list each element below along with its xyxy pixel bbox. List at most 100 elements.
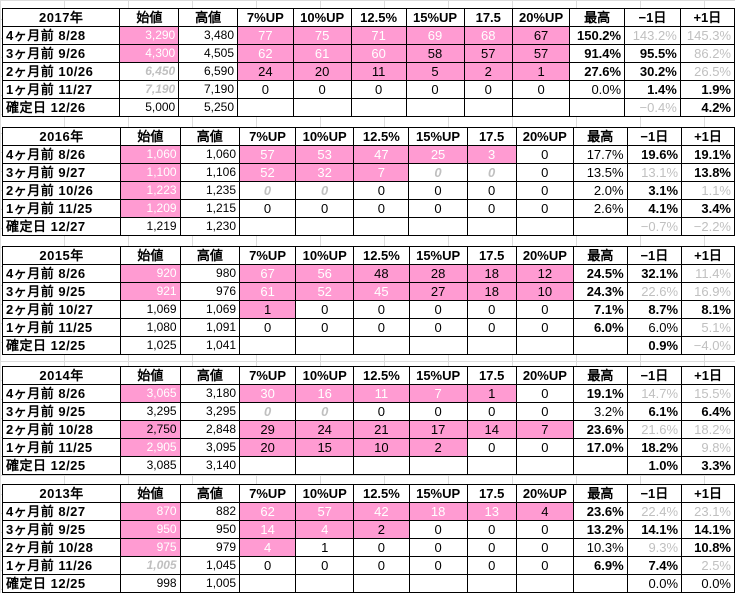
cell-high[interactable]: 976 [179,282,241,301]
cell-max[interactable]: 6.0% [573,318,628,337]
cell-minus1[interactable]: 30.2% [624,62,681,81]
cell-15up[interactable]: 0 [408,520,468,539]
cell-minus1[interactable]: −0.4% [624,98,681,117]
cell-10up[interactable]: 20 [292,62,352,81]
cell-plus1[interactable]: 23.1% [681,502,735,521]
cell-7up[interactable]: 0 [239,181,297,200]
header-15up[interactable]: 15%UP [408,484,468,503]
cell-open[interactable]: 1,069 [120,300,181,319]
header-12-5[interactable]: 12.5% [353,484,410,503]
cell-7up[interactable]: 67 [239,264,297,283]
cell-17-5[interactable]: 0 [466,163,517,182]
row-label[interactable]: 2ヶ月前 10/26 [1,62,121,81]
cell-15up[interactable]: 27 [408,282,468,301]
header-15up[interactable]: 15%UP [408,127,468,146]
cell-12-5[interactable]: 71 [350,26,407,45]
header-12-5[interactable]: 12.5% [353,366,410,385]
cell-minus1[interactable]: 32.1% [626,264,683,283]
header-20up[interactable]: 20%UP [515,127,574,146]
cell-20up[interactable]: 1 [511,62,571,81]
cell-17-5[interactable] [466,217,517,236]
cell-high[interactable]: 3,180 [179,384,241,403]
year-label[interactable]: 2014年 [1,366,122,385]
header-max[interactable]: 最高 [573,246,628,265]
cell-plus1[interactable]: −4.0% [681,336,735,355]
cell-15up[interactable] [408,456,468,475]
row-label[interactable]: 1ヶ月前 11/27 [1,80,121,99]
cell-7up[interactable]: 62 [237,44,294,63]
header-20up[interactable]: 20%UP [515,484,575,503]
cell-12-5[interactable]: 48 [353,264,410,283]
cell-plus1[interactable]: 86.2% [679,44,735,63]
cell-open[interactable]: 1,080 [120,318,181,337]
header-high[interactable]: 高値 [179,127,241,146]
header-10up[interactable]: 10%UP [295,246,355,265]
cell-7up[interactable]: 24 [237,62,294,81]
cell-17-5[interactable]: 57 [463,44,513,63]
cell-high[interactable]: 1,091 [179,318,241,337]
header-15up[interactable]: 15%UP [405,8,465,27]
cell-minus1[interactable]: 18.2% [626,438,683,457]
cell-max[interactable] [573,336,628,355]
cell-15up[interactable]: 0 [408,402,468,421]
cell-max[interactable]: 23.6% [573,420,628,439]
header-17-5[interactable]: 17.5 [466,484,517,503]
cell-high[interactable]: 1,069 [179,300,241,319]
header-7up[interactable]: 7%UP [237,8,294,27]
row-label[interactable]: 2ヶ月前 10/27 [1,300,122,319]
cell-7up[interactable] [239,336,297,355]
cell-20up[interactable]: 0 [515,318,575,337]
cell-high[interactable]: 3,480 [178,26,239,45]
header-minus1[interactable]: −1日 [626,246,683,265]
header-minus1[interactable]: −1日 [624,8,681,27]
cell-high[interactable]: 1,005 [179,574,241,593]
header-plus1[interactable]: +1日 [681,484,735,503]
header-10up[interactable]: 10%UP [295,484,355,503]
year-label[interactable]: 2013年 [1,484,122,503]
cell-high[interactable]: 2,848 [179,420,241,439]
cell-minus1[interactable]: 8.7% [626,300,683,319]
cell-plus1[interactable]: 5.1% [681,318,735,337]
row-label[interactable]: 3ヶ月前 9/26 [1,44,121,63]
cell-plus1[interactable]: 15.5% [681,384,735,403]
cell-10up[interactable]: 16 [295,384,355,403]
cell-20up[interactable] [515,336,575,355]
cell-max[interactable] [573,456,628,475]
cell-minus1[interactable]: 4.1% [626,199,683,218]
cell-12-5[interactable]: 11 [350,62,407,81]
row-label[interactable]: 確定日 12/25 [1,456,122,475]
header-high[interactable]: 高値 [179,246,241,265]
cell-open[interactable]: 3,290 [119,26,180,45]
cell-minus1[interactable]: 7.4% [626,556,683,575]
cell-high[interactable]: 7,190 [178,80,239,99]
cell-17-5[interactable] [466,456,517,475]
cell-plus1[interactable]: 6.4% [681,402,735,421]
cell-open[interactable]: 1,209 [120,199,181,218]
cell-plus1[interactable]: 10.8% [681,538,735,557]
cell-plus1[interactable]: 145.3% [679,26,735,45]
cell-12-5[interactable]: 11 [353,384,410,403]
row-label[interactable]: 確定日 12/25 [1,336,122,355]
cell-15up[interactable]: 2 [408,438,468,457]
cell-7up[interactable]: 29 [239,420,297,439]
cell-20up[interactable]: 67 [511,26,571,45]
cell-open[interactable]: 4,300 [119,44,180,63]
cell-15up[interactable] [405,98,465,117]
cell-10up[interactable]: 52 [295,282,355,301]
header-high[interactable]: 高値 [179,484,241,503]
header-12-5[interactable]: 12.5% [353,246,410,265]
cell-open[interactable]: 6,450 [119,62,180,81]
cell-high[interactable]: 979 [179,538,241,557]
cell-max[interactable]: 7.1% [573,300,628,319]
cell-7up[interactable] [237,98,294,117]
year-label[interactable]: 2016年 [1,127,122,146]
cell-12-5[interactable] [353,456,410,475]
cell-17-5[interactable]: 0 [466,199,517,218]
header-20up[interactable]: 20%UP [515,366,575,385]
cell-high[interactable]: 1,045 [179,556,241,575]
header-plus1[interactable]: +1日 [681,246,735,265]
cell-plus1[interactable]: 2.5% [681,556,735,575]
cell-open[interactable]: 3,295 [120,402,181,421]
cell-20up[interactable] [511,98,571,117]
